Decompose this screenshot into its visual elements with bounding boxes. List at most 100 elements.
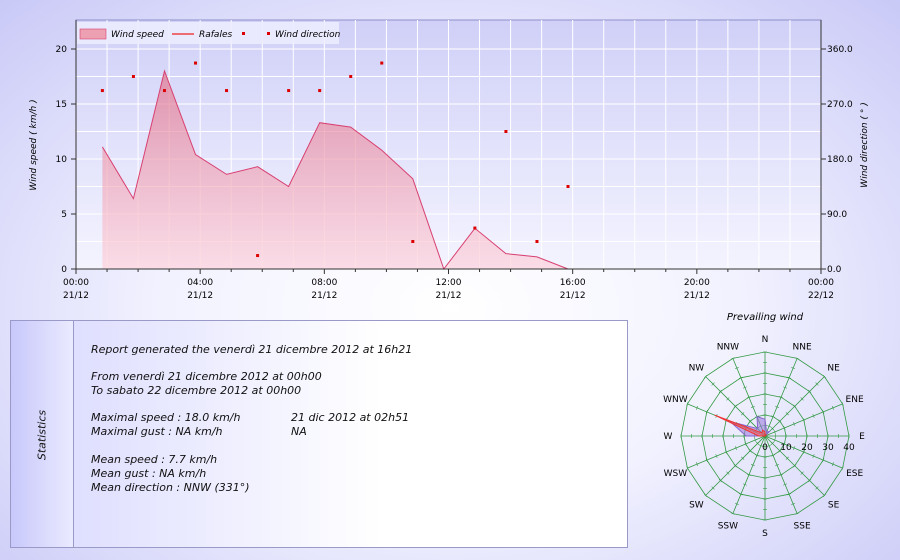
y-tick-label-left: 15	[56, 100, 67, 110]
rose-series	[714, 414, 772, 438]
rose-spoke-tick	[791, 367, 796, 370]
rose-direction-label: WNW	[663, 395, 688, 405]
mean-gust-line: Mean gust : NA km/h	[91, 467, 207, 480]
direction-point	[535, 240, 539, 243]
rose-direction-label: E	[859, 432, 865, 442]
x-tick-label-time: 00:00	[808, 278, 834, 288]
rose-spoke-tick	[759, 444, 763, 447]
y-tick-label-left: 20	[56, 45, 68, 55]
rose-spoke-tick	[773, 430, 776, 434]
rose-direction-label: SW	[689, 501, 704, 511]
rose-spoke-tick	[726, 471, 730, 475]
y-tick-label-right: 0.0	[827, 265, 842, 275]
rose-spoke-tick	[734, 446, 737, 451]
legend-swatch-direction	[242, 32, 245, 35]
rose-spoke-tick	[725, 450, 728, 455]
legend-swatch-direction-2	[267, 32, 270, 35]
mean-speed-line: Mean speed : 7.7 km/h	[91, 453, 218, 466]
y-tick-label-right: 360.0	[827, 45, 853, 55]
rose-spoke-tick	[711, 486, 715, 490]
rose-spoke-tick	[770, 426, 775, 431]
y-tick-label-right: 180.0	[827, 155, 853, 165]
direction-point	[256, 254, 260, 258]
to-date-line: To sabato 22 dicembre 2012 at 00h00	[91, 384, 302, 397]
rose-spoke-tick	[755, 441, 760, 446]
rose-spoke-tick	[686, 466, 689, 471]
rose-spoke-tick	[822, 374, 827, 379]
rose-spoke-tick	[696, 405, 699, 410]
rose-spoke-tick	[812, 454, 815, 459]
rose-spoke-tick	[773, 438, 776, 442]
rose-direction-label: SE	[828, 501, 840, 511]
rose-spoke-tick	[705, 458, 708, 463]
rose-spoke-tick	[783, 483, 788, 486]
rose-spoke-tick	[742, 483, 747, 486]
y-axis-label-left: Wind speed ( km/h )	[29, 99, 39, 190]
rose-spoke-tick	[741, 412, 745, 416]
legend-label-rafales: Rafales	[199, 30, 232, 40]
wind-speed-area	[102, 71, 569, 269]
max-speed-date: 21 dic 2012 at 02h51	[291, 411, 410, 424]
rose-spoke-tick	[793, 446, 796, 451]
rose-spoke-tick	[744, 442, 747, 446]
rose-spoke-tick	[793, 421, 796, 426]
rose-spoke-tick	[726, 397, 730, 401]
legend-box	[77, 22, 339, 44]
rose-spoke-tick	[771, 415, 775, 418]
direction-point	[566, 185, 570, 188]
direction-point	[473, 226, 477, 230]
rose-spoke-tick	[778, 419, 782, 423]
direction-point	[162, 89, 166, 93]
rose-spoke-tick	[750, 464, 755, 467]
rose-spoke-tick	[755, 454, 759, 457]
x-tick-label-date: 22/12	[808, 291, 834, 301]
rose-spoke-tick	[812, 413, 815, 418]
rose-spoke-tick	[715, 454, 718, 459]
rose-spoke-tick	[822, 458, 825, 463]
report-generated-line: Report generated the venerdì 21 dicembre…	[91, 343, 413, 356]
rose-spoke-tick	[718, 389, 723, 394]
rose-spoke-tick	[771, 454, 775, 457]
x-tick-label-time: 04:00	[187, 278, 213, 288]
rose-spoke-tick	[783, 386, 788, 389]
rose-series-maximum	[714, 414, 767, 438]
x-tick-label-time: 08:00	[311, 278, 337, 288]
direction-point	[225, 89, 229, 93]
rose-radial-label: 20	[801, 443, 813, 453]
rose-spoke-tick	[746, 396, 751, 399]
rose-spoke-tick	[807, 478, 812, 483]
legend-label-wind-speed: Wind speed	[111, 30, 164, 40]
rose-spoke-tick	[738, 376, 743, 379]
rose-spoke-tick	[703, 374, 708, 379]
rose-spoke-tick	[800, 397, 804, 401]
rose-radial-label: 30	[822, 443, 834, 453]
rose-spoke-tick	[815, 382, 819, 386]
x-tick-label-time: 12:00	[436, 278, 462, 288]
rose-spoke-tick	[793, 404, 797, 408]
rose-spoke-tick	[785, 412, 789, 416]
legend: Wind speed Rafales Wind direction	[77, 22, 341, 44]
rose-spoke-tick	[831, 462, 834, 467]
rose-spoke-tick	[783, 442, 786, 446]
rose-spoke-tick	[711, 382, 715, 386]
max-speed-line: Maximal speed : 18.0 km/h	[91, 411, 241, 424]
rose-spoke-tick	[746, 473, 751, 476]
x-tick-label-time: 16:00	[560, 278, 586, 288]
rose-spoke-tick	[807, 389, 812, 394]
rose-spoke-tick	[733, 464, 737, 468]
rose-spoke-tick	[696, 462, 699, 467]
x-tick-label-date: 21/12	[187, 291, 213, 301]
direction-point	[380, 61, 384, 65]
rose-spoke-tick	[703, 493, 708, 498]
prevailing-wind-rose: Prevailing wind N NNE NE ENE E ESE SE SSE S SSW SW…	[663, 312, 865, 539]
rose-radial-label: 40	[843, 443, 855, 453]
rose-spoke-tick	[775, 405, 780, 408]
rose-spoke-tick	[686, 401, 689, 406]
rose-labels: N NNE NE ENE E ESE SE SSE S SSW SW WSW W WNW NW NNW 0 10 2…	[663, 335, 865, 539]
legend-label-wind-direction: Wind direction	[275, 30, 341, 40]
rose-direction-label: W	[664, 432, 673, 442]
rose-spoke-tick	[787, 493, 792, 496]
rose-direction-label: N	[762, 335, 769, 345]
rose-spoke-tick	[787, 376, 792, 379]
rose-spoke-tick	[800, 471, 804, 475]
